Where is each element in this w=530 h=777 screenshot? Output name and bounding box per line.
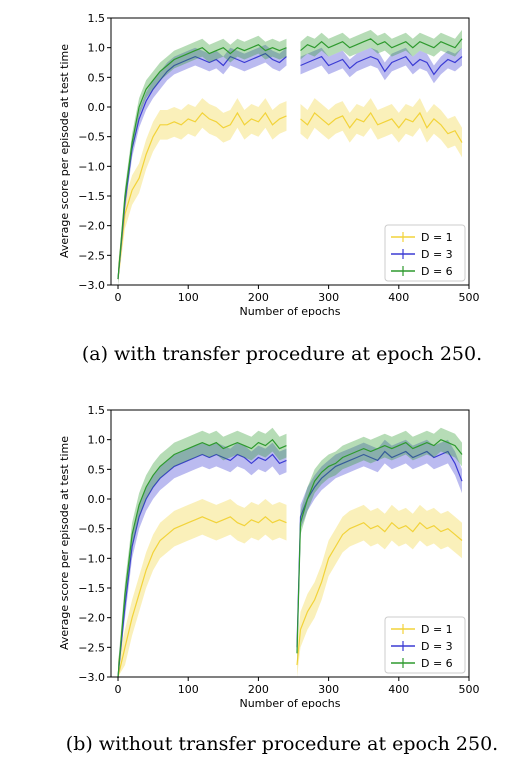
series-band-1-seg-1 [118,499,287,677]
legend-label: D = 3 [421,640,453,653]
y-tick-label: −1.5 [78,190,105,203]
y-tick-label: 1.0 [88,42,106,55]
series-line-1-seg-1 [117,111,287,280]
legend-label: D = 1 [421,623,453,636]
series-line-3-seg-2 [300,38,463,52]
x-tick-label: 300 [318,291,339,304]
series-line-2-seg-2 [296,450,463,648]
x-axis-label: Number of epochs [239,697,340,710]
y-tick-label: −2.0 [78,220,105,233]
x-tick-label: 400 [388,291,409,304]
y-tick-label: −3.0 [78,279,105,292]
x-tick-label: 0 [115,683,122,696]
series-line-1-seg-2 [296,521,463,666]
caption-a: (a) with transfer procedure at epoch 250… [82,343,482,365]
legend-label: D = 6 [421,265,453,278]
series-band-2-seg-1 [118,442,287,677]
y-tick-label: −0.5 [78,131,105,144]
y-tick-label: −1.5 [78,582,105,595]
y-axis-label: Average score per episode at test time [58,436,71,650]
legend-box [384,224,466,282]
legend-box [384,616,466,674]
series-line-2-seg-2 [300,55,463,76]
series-line-3-seg-1 [117,44,287,280]
y-tick-label: 1.5 [88,12,106,25]
legend-label: D = 1 [421,231,453,244]
y-tick-label: 0.5 [88,71,106,84]
series-band-1-seg-1 [118,98,287,285]
x-tick-label: 100 [178,683,199,696]
x-tick-label: 0 [115,291,122,304]
legend-label: D = 6 [421,657,453,670]
legend-label: D = 3 [421,248,453,261]
y-tick-label: 1.5 [88,404,106,417]
y-tick-label: 0.5 [88,463,106,476]
y-tick-label: −1.0 [78,160,105,173]
x-tick-label: 500 [459,683,480,696]
series-band-3-seg-1 [118,427,287,677]
y-tick-label: −2.5 [78,249,105,262]
y-tick-label: −0.5 [78,523,105,536]
y-tick-label: −1.0 [78,552,105,565]
y-tick-label: 0.0 [88,493,106,506]
plot-frame [110,17,470,286]
series-line-2-seg-1 [117,52,287,280]
series-band-2-seg-2 [297,439,462,660]
series-line-1-seg-1 [117,516,287,678]
plot-frame [110,409,470,678]
series-band-3-seg-2 [300,29,462,60]
x-tick-label: 400 [388,683,409,696]
series-line-1-seg-2 [300,111,463,143]
y-tick-label: −2.0 [78,612,105,625]
y-tick-label: −3.0 [78,671,105,684]
x-tick-label: 500 [459,291,480,304]
y-tick-label: −2.5 [78,641,105,654]
series-band-1-seg-2 [300,98,462,158]
y-tick-label: 0.0 [88,101,106,114]
y-tick-label: 1.0 [88,434,106,447]
series-band-3-seg-2 [297,427,462,666]
x-tick-label: 100 [178,291,199,304]
x-axis-label: Number of epochs [239,305,340,318]
chart-panel-a: 0 100 200 300 400 500 1.5 1.0 0.5 0.0 −0.5 −1.0 −1.5… [58,12,482,365]
series-line-2-seg-1 [117,453,287,678]
x-tick-label: 200 [248,683,269,696]
chart-panel-b: 0 100 200 300 400 500 1.5 1.0 0.5 0.0 −0.5 −1.0 −1.5… [58,404,498,755]
series-line-3-seg-1 [117,438,287,678]
y-axis-label: Average score per episode at test time [58,44,71,258]
series-band-1-seg-2 [297,504,462,677]
series-line-3-seg-2 [296,439,463,654]
x-tick-label: 200 [248,291,269,304]
x-tick-label: 300 [318,683,339,696]
caption-b: (b) without transfer procedure at epoch … [66,733,498,755]
